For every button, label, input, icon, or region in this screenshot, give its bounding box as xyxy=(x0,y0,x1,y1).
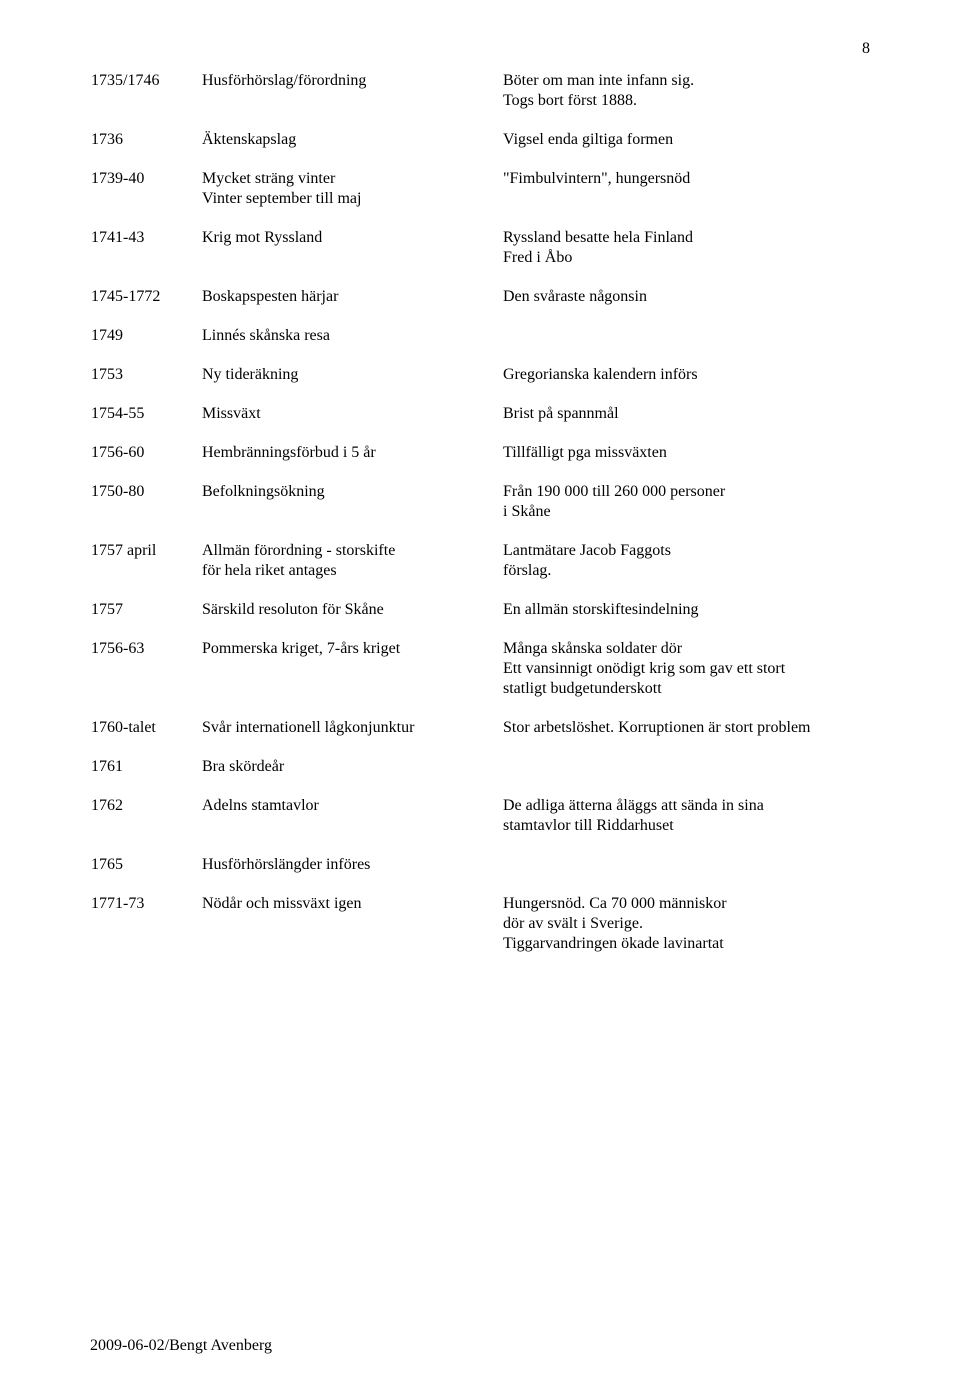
table-row: 1754-55MissväxtBrist på spannmål xyxy=(90,403,870,442)
event-cell: Husförhörslängder införes xyxy=(201,854,502,893)
year-cell: 1762 xyxy=(90,795,201,854)
year-cell: 1739-40 xyxy=(90,168,201,227)
table-row: 1762Adelns stamtavlorDe adliga ätterna å… xyxy=(90,795,870,854)
note-cell: Lantmätare Jacob Faggots förslag. xyxy=(502,540,870,599)
note-cell: Gregorianska kalendern införs xyxy=(502,364,870,403)
year-cell: 1754-55 xyxy=(90,403,201,442)
table-row: 1756-63Pommerska kriget, 7-års krigetMån… xyxy=(90,638,870,717)
event-cell: Adelns stamtavlor xyxy=(201,795,502,854)
year-cell: 1741-43 xyxy=(90,227,201,286)
table-row: 1757Särskild resoluton för SkåneEn allmä… xyxy=(90,599,870,638)
event-cell: Linnés skånska resa xyxy=(201,325,502,364)
document-page: 8 1735/1746Husförhörslag/förordningBöter… xyxy=(0,0,960,1395)
year-cell: 1749 xyxy=(90,325,201,364)
note-cell: Från 190 000 till 260 000 personer i Skå… xyxy=(502,481,870,540)
note-cell xyxy=(502,854,870,893)
event-cell: Mycket sträng vinter Vinter september ti… xyxy=(201,168,502,227)
year-cell: 1756-63 xyxy=(90,638,201,717)
year-cell: 1760-talet xyxy=(90,717,201,756)
year-cell: 1757 xyxy=(90,599,201,638)
note-cell: Brist på spannmål xyxy=(502,403,870,442)
table-row: 1745-1772Boskapspesten härjarDen svårast… xyxy=(90,286,870,325)
table-row: 1756-60Hembränningsförbud i 5 årTillfäll… xyxy=(90,442,870,481)
note-cell: Många skånska soldater dör Ett vansinnig… xyxy=(502,638,870,717)
event-cell: Missväxt xyxy=(201,403,502,442)
event-cell: Pommerska kriget, 7-års kriget xyxy=(201,638,502,717)
timeline-table: 1735/1746Husförhörslag/förordningBöter o… xyxy=(90,70,870,972)
note-cell: Hungersnöd. Ca 70 000 människor dör av s… xyxy=(502,893,870,972)
year-cell: 1761 xyxy=(90,756,201,795)
event-cell: Svår internationell lågkonjunktur xyxy=(201,717,502,756)
note-cell: "Fimbulvintern", hungersnöd xyxy=(502,168,870,227)
event-cell: Äktenskapslag xyxy=(201,129,502,168)
table-row: 1735/1746Husförhörslag/förordningBöter o… xyxy=(90,70,870,129)
note-cell: Tillfälligt pga missväxten xyxy=(502,442,870,481)
event-cell: Hembränningsförbud i 5 år xyxy=(201,442,502,481)
note-cell: De adliga ätterna åläggs att sända in si… xyxy=(502,795,870,854)
event-cell: Krig mot Ryssland xyxy=(201,227,502,286)
table-row: 1749Linnés skånska resa xyxy=(90,325,870,364)
event-cell: Särskild resoluton för Skåne xyxy=(201,599,502,638)
note-cell: Den svåraste någonsin xyxy=(502,286,870,325)
note-cell: Böter om man inte infann sig. Togs bort … xyxy=(502,70,870,129)
table-row: 1741-43Krig mot RysslandRyssland besatte… xyxy=(90,227,870,286)
year-cell: 1771-73 xyxy=(90,893,201,972)
table-row: 1753Ny tideräkningGregorianska kalendern… xyxy=(90,364,870,403)
event-cell: Husförhörslag/förordning xyxy=(201,70,502,129)
event-cell: Ny tideräkning xyxy=(201,364,502,403)
page-number: 8 xyxy=(862,40,870,58)
table-row: 1771-73Nödår och missväxt igenHungersnöd… xyxy=(90,893,870,972)
table-row: 1761Bra skördeår xyxy=(90,756,870,795)
note-cell: En allmän storskiftesindelning xyxy=(502,599,870,638)
table-row: 1760-taletSvår internationell lågkonjunk… xyxy=(90,717,870,756)
note-cell: Stor arbetslöshet. Korruptionen är stort… xyxy=(502,717,870,756)
event-cell: Allmän förordning - storskifte för hela … xyxy=(201,540,502,599)
event-cell: Boskapspesten härjar xyxy=(201,286,502,325)
table-row: 1765Husförhörslängder införes xyxy=(90,854,870,893)
year-cell: 1753 xyxy=(90,364,201,403)
note-cell: Ryssland besatte hela Finland Fred i Åbo xyxy=(502,227,870,286)
year-cell: 1736 xyxy=(90,129,201,168)
note-cell xyxy=(502,325,870,364)
table-row: 1739-40Mycket sträng vinter Vinter septe… xyxy=(90,168,870,227)
year-cell: 1750-80 xyxy=(90,481,201,540)
year-cell: 1765 xyxy=(90,854,201,893)
footer-text: 2009-06-02/Bengt Avenberg xyxy=(90,1337,272,1355)
year-cell: 1756-60 xyxy=(90,442,201,481)
table-row: 1757 aprilAllmän förordning - storskifte… xyxy=(90,540,870,599)
event-cell: Befolkningsökning xyxy=(201,481,502,540)
year-cell: 1757 april xyxy=(90,540,201,599)
year-cell: 1735/1746 xyxy=(90,70,201,129)
event-cell: Nödår och missväxt igen xyxy=(201,893,502,972)
year-cell: 1745-1772 xyxy=(90,286,201,325)
table-row: 1750-80BefolkningsökningFrån 190 000 til… xyxy=(90,481,870,540)
table-row: 1736ÄktenskapslagVigsel enda giltiga for… xyxy=(90,129,870,168)
note-cell xyxy=(502,756,870,795)
event-cell: Bra skördeår xyxy=(201,756,502,795)
note-cell: Vigsel enda giltiga formen xyxy=(502,129,870,168)
